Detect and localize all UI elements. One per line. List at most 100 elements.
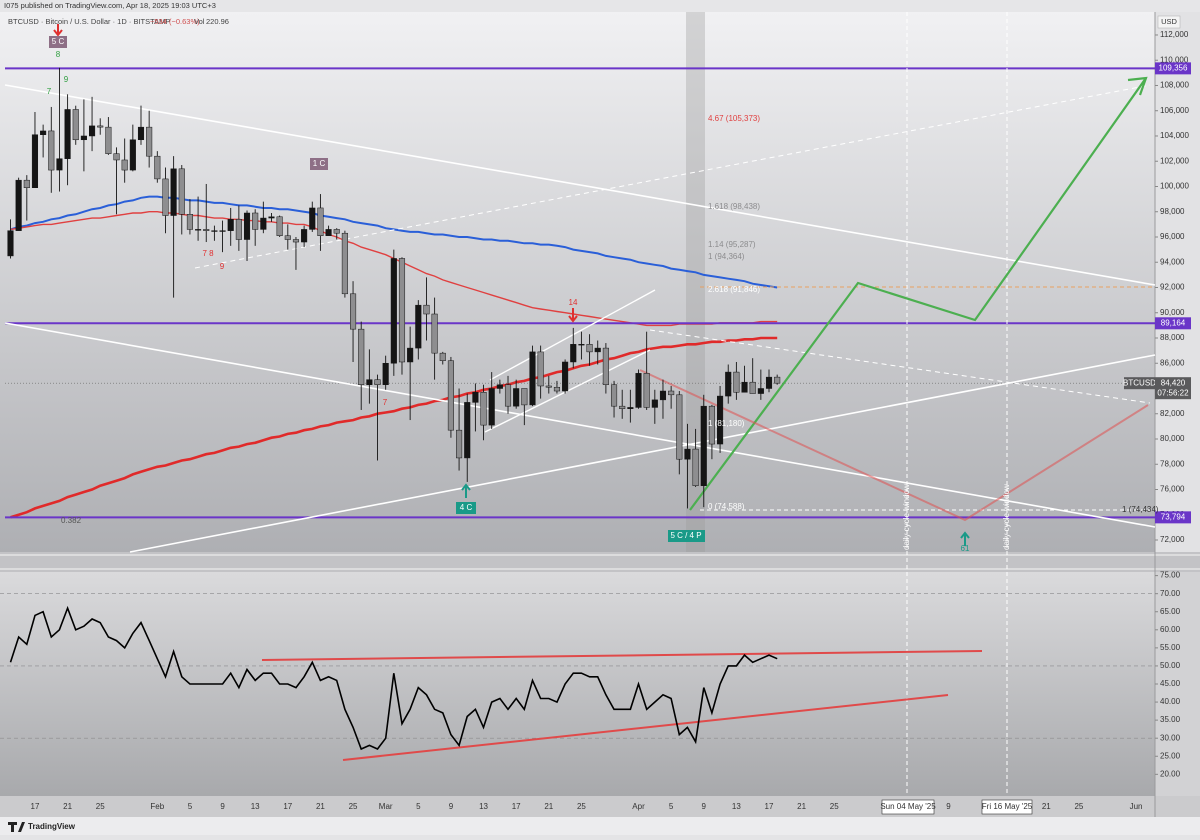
y-tick-label: 80,000 [1160, 434, 1185, 443]
candle-body [186, 214, 193, 230]
candle-body [513, 388, 520, 407]
level-tag [1155, 317, 1191, 330]
wave-label: 5 C / 4 P [670, 531, 701, 540]
wave-label: 4 C [460, 503, 473, 512]
projection-path [689, 77, 1147, 511]
label-box [310, 158, 328, 170]
arrow [53, 24, 63, 37]
candle-body [219, 230, 226, 232]
count-label: 7 [383, 398, 388, 407]
rsi-line [9, 605, 778, 751]
rsi-trend-line [261, 650, 983, 661]
candle-body [610, 384, 618, 407]
x-tick-label: 9 [220, 802, 225, 811]
candle-body [382, 362, 389, 385]
x-tick-label: 9 [449, 802, 454, 811]
trend-line [129, 354, 1156, 553]
symbol-line: BTCUSD · Bitcoin / U.S. Dollar · 1D · BI… [8, 17, 170, 26]
y-tick-label: 20.00 [1160, 769, 1181, 778]
wave-label: 5 C [52, 37, 65, 46]
candle-body [562, 361, 569, 392]
candle-body [178, 168, 185, 215]
fib-label: 1 (81,180) [708, 419, 745, 428]
candle-body [268, 216, 275, 219]
candle-body [415, 304, 422, 349]
highlight-band [686, 12, 705, 552]
candle-body [227, 219, 234, 231]
candle-body [301, 229, 308, 243]
candle-body [668, 390, 675, 396]
x-tick-label: 21 [797, 802, 806, 811]
x-tick-label: 25 [349, 802, 358, 811]
y-tick-label: 30.00 [1160, 733, 1181, 742]
rsi-axis-bg [1155, 572, 1200, 796]
change: −534 (−0.63%) [150, 17, 200, 26]
arrow [960, 531, 970, 546]
logo [8, 822, 25, 832]
candle-body [757, 388, 764, 394]
x-tick-label: 5 [188, 802, 193, 811]
label-box [668, 530, 705, 542]
candle-body [553, 386, 561, 392]
candle-body [407, 347, 414, 363]
candle-body [725, 371, 732, 397]
y-tick-label: 96,000 [1160, 232, 1185, 241]
count-label: 9 [64, 75, 69, 84]
candle-body [317, 207, 324, 236]
candle-body [749, 381, 756, 394]
fib-label: 0.382 [61, 516, 82, 525]
candle-body [398, 258, 406, 363]
projection-path [639, 369, 1149, 522]
candle-body [48, 130, 55, 171]
x-tick-label: 9 [702, 802, 707, 811]
candle-body [113, 153, 120, 161]
currency: USD [1161, 17, 1177, 26]
x-tick-label: Jun [1130, 802, 1143, 811]
count-label: 61 [961, 544, 970, 553]
level-label: 109,356 [1159, 63, 1188, 72]
candle-body [635, 373, 642, 408]
candle-body [325, 229, 332, 236]
crosshair-date: Sun 04 May '25 [880, 802, 936, 811]
candle-body [333, 229, 340, 234]
y-tick-label: 108,000 [1160, 81, 1189, 90]
x-tick-label: 5 [669, 802, 674, 811]
candle-body [456, 429, 463, 459]
last-price-label: 84,420 [1161, 378, 1186, 387]
countdown: 07:56:22 [1157, 388, 1189, 397]
candle-body [350, 293, 357, 330]
candle-body [708, 405, 715, 445]
candle-body [594, 347, 601, 353]
candle-body [578, 344, 585, 346]
candle-body [439, 352, 446, 361]
x-tick-label: 25 [577, 802, 586, 811]
candle-body [700, 405, 707, 486]
x-tick-label: 17 [283, 802, 292, 811]
candle-body [651, 399, 658, 408]
candle-body [431, 313, 438, 354]
count-label: 14 [569, 298, 578, 307]
date-box [881, 799, 935, 815]
candle-body [15, 179, 22, 231]
x-tick-label: 25 [96, 802, 105, 811]
fib-label: 1 (74,434) [1122, 505, 1159, 514]
fib-label: 1 (94,364) [708, 252, 745, 261]
channel-line [489, 289, 656, 381]
candle-body [733, 371, 740, 393]
y-tick-label: 86,000 [1160, 358, 1185, 367]
candle-body [627, 407, 634, 409]
wave-label: 1 C [313, 159, 326, 168]
candle-body [72, 109, 79, 141]
footer-brand: TradingView [28, 822, 76, 831]
x-tick-label: 21 [1042, 802, 1051, 811]
candle-body [121, 159, 128, 171]
count-label: 9 [220, 262, 225, 271]
crosshair-date: Fri 16 May '25 [982, 802, 1033, 811]
candle-body [276, 216, 283, 236]
candle-body [684, 448, 691, 460]
dashed-trend-line [649, 329, 1151, 404]
candle-body [545, 385, 552, 388]
axes: 72,00074,00076,00078,00080,00082,00084,0… [31, 30, 1191, 811]
